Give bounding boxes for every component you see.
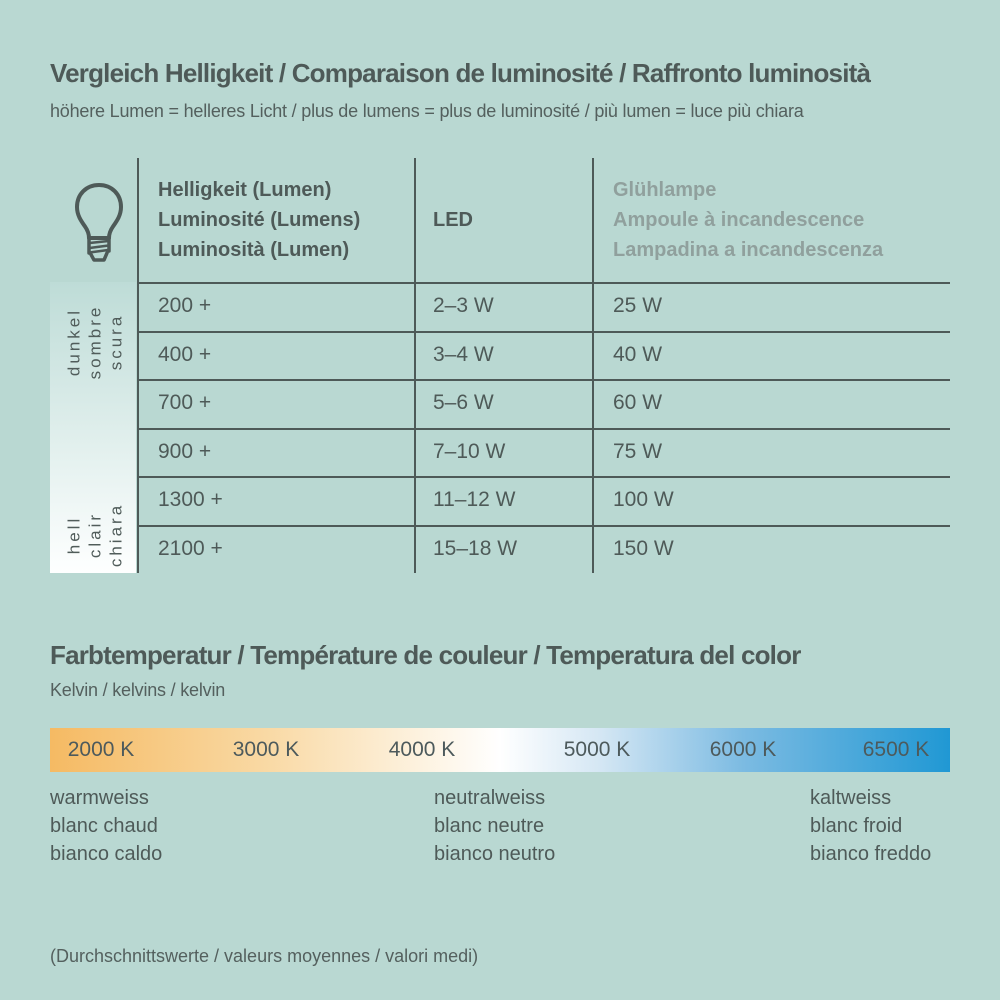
lumen-value: 700 + <box>158 391 212 415</box>
kelvin-tick: 2000 K <box>67 738 135 761</box>
table-row: 2100 + 15–18 W 150 W <box>50 525 950 574</box>
lumen-value: 200 + <box>158 294 212 318</box>
neutral-white-labels: neutralweiss blanc neutre bianco neutro <box>434 787 556 865</box>
incandescent-watt-value: 60 W <box>613 391 663 415</box>
table-horizontal-divider <box>137 330 950 333</box>
brightness-subtitle: höhere Lumen = helleres Licht / plus de … <box>50 101 804 121</box>
led-watt-value: 2–3 W <box>433 294 494 318</box>
header-incandescent: Glühlampe Ampoule à incandescence Lampad… <box>613 179 884 261</box>
kelvin-tick: 4000 K <box>388 738 456 761</box>
brightness-title: Vergleich Helligkeit / Comparaison de lu… <box>50 58 871 88</box>
incandescent-watt-value: 75 W <box>613 439 663 463</box>
led-watt-value: 3–4 W <box>433 342 494 366</box>
brightness-table: dunkel sombre scura hell clair chiara He… <box>50 158 950 573</box>
table-horizontal-divider <box>137 524 950 527</box>
incandescent-watt-value: 100 W <box>613 488 674 512</box>
led-watt-value: 7–10 W <box>433 439 506 463</box>
table-row: 700 + 5–6 W 60 W <box>50 379 950 428</box>
lumen-value: 2100 + <box>158 536 223 560</box>
led-watt-value: 5–6 W <box>433 391 494 415</box>
header-lumen: Helligkeit (Lumen) Luminosité (Lumens) L… <box>158 179 361 261</box>
temperature-scale-bar: 2000 K 3000 K 4000 K 5000 K 6000 K 6500 … <box>50 728 950 772</box>
kelvin-tick: 3000 K <box>232 738 300 761</box>
kelvin-tick: 6000 K <box>709 738 777 761</box>
temperature-subtitle: Kelvin / kelvins / kelvin <box>50 680 226 700</box>
table-vertical-divider <box>137 158 139 573</box>
lumen-value: 400 + <box>158 342 212 366</box>
average-values-footnote: (Durchschnittswerte / valeurs moyennes /… <box>50 946 479 966</box>
table-row: 400 + 3–4 W 40 W <box>50 331 950 380</box>
warm-white-labels: warmweiss blanc chaud bianco caldo <box>50 787 163 865</box>
table-vertical-divider <box>414 158 416 573</box>
led-watt-value: 11–12 W <box>433 488 516 512</box>
lumen-value: 1300 + <box>158 488 223 512</box>
kelvin-tick: 6500 K <box>862 738 930 761</box>
kelvin-tick: 5000 K <box>563 738 631 761</box>
table-row: 1300 + 11–12 W 100 W <box>50 476 950 525</box>
incandescent-watt-value: 25 W <box>613 294 663 318</box>
cold-white-labels: kaltweiss blanc froid bianco freddo <box>810 787 932 865</box>
table-horizontal-divider <box>137 379 950 381</box>
brightness-scale-strip <box>50 282 136 573</box>
header-led: LED <box>433 209 473 231</box>
table-vertical-divider <box>592 158 594 573</box>
table-row: 200 + 2–3 W 25 W <box>50 282 950 331</box>
temperature-title: Farbtemperatur / Température de couleur … <box>50 640 801 670</box>
led-watt-value: 15–18 W <box>433 536 518 560</box>
table-horizontal-divider <box>137 282 950 284</box>
incandescent-watt-value: 40 W <box>613 342 663 366</box>
incandescent-watt-value: 150 W <box>613 536 674 560</box>
table-horizontal-divider <box>137 476 950 478</box>
table-row: 900 + 7–10 W 75 W <box>50 428 950 477</box>
light-bulb-icon <box>75 183 123 262</box>
lumen-value: 900 + <box>158 439 212 463</box>
table-horizontal-divider <box>137 427 950 430</box>
